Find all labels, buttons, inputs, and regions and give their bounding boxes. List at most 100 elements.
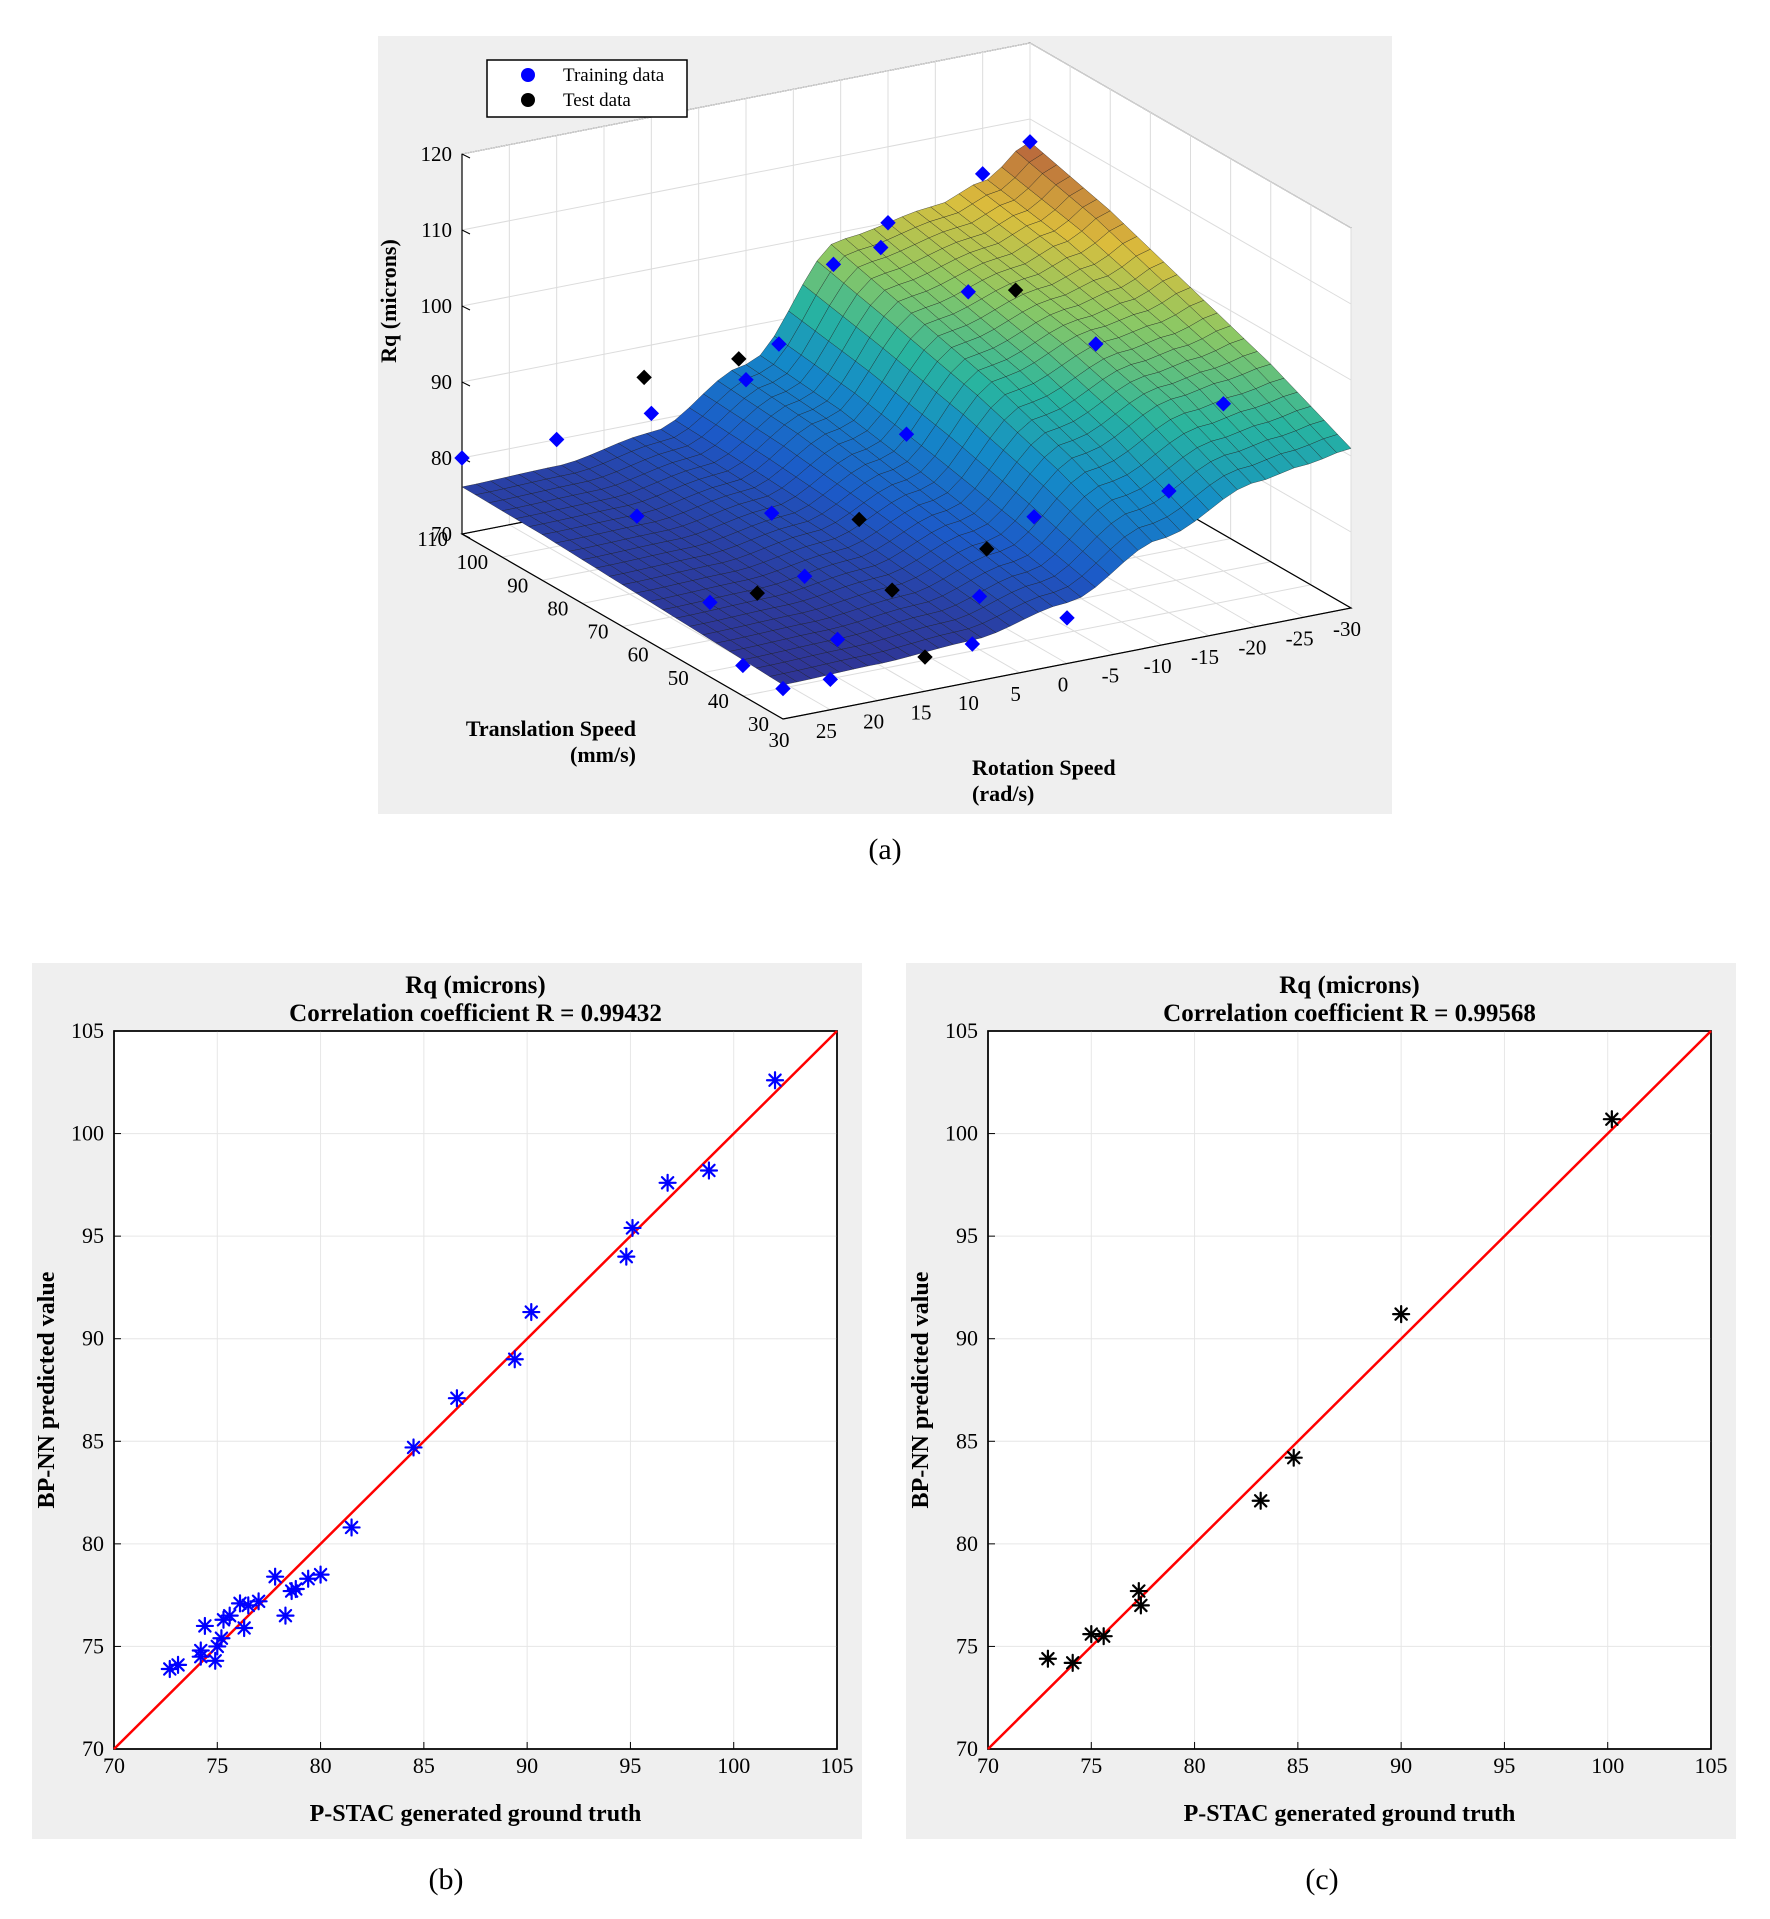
training-point bbox=[964, 636, 981, 652]
training-point bbox=[829, 631, 846, 648]
z-gridline bbox=[461, 118, 1352, 305]
training-point bbox=[629, 508, 645, 524]
training-point bbox=[454, 450, 470, 466]
z-tick-mark bbox=[461, 229, 471, 235]
test-point bbox=[731, 351, 747, 367]
x-tick-label: 100 bbox=[717, 1753, 750, 1778]
z-tick-label: 100 bbox=[421, 294, 453, 318]
data-point bbox=[1392, 1304, 1411, 1324]
z-tick-label: 70 bbox=[431, 522, 452, 546]
training-point bbox=[643, 405, 660, 422]
data-point bbox=[522, 1302, 541, 1322]
data-point bbox=[276, 1606, 295, 1625]
y-tick-label: 105 bbox=[71, 1018, 104, 1043]
z-tick-mark bbox=[461, 533, 471, 539]
x-tick-label: 80 bbox=[310, 1753, 332, 1778]
data-point bbox=[1602, 1110, 1621, 1129]
x-tick-label: -20 bbox=[1238, 636, 1266, 660]
training-point bbox=[825, 256, 842, 273]
plot-border bbox=[987, 1030, 1712, 1750]
x-axis-label: P-STAC generated ground truth bbox=[310, 1801, 642, 1827]
data-point bbox=[168, 1655, 188, 1674]
y-axis-label: BP-NN predicted value bbox=[34, 1271, 60, 1508]
surface-mesh bbox=[461, 141, 1352, 685]
chart-title-line-1: Rq (microns) bbox=[405, 972, 546, 999]
z-tick-label: 120 bbox=[421, 142, 453, 166]
caption-c: (c) bbox=[1305, 1863, 1339, 1896]
y-tick-label: 70 bbox=[588, 620, 609, 644]
legend-test-label: Test data bbox=[563, 90, 631, 111]
test-point bbox=[851, 511, 867, 528]
data-point bbox=[617, 1247, 636, 1266]
y-tick-label: 110 bbox=[417, 527, 448, 551]
training-point bbox=[775, 680, 791, 697]
x-tick-label: 90 bbox=[1390, 1753, 1412, 1778]
z-axis-label: Rq (microns) bbox=[376, 239, 401, 363]
y-tick-label: 90 bbox=[507, 573, 528, 597]
data-point bbox=[623, 1218, 642, 1238]
x-tick-label: 75 bbox=[1080, 1753, 1102, 1778]
y-tick-label: 105 bbox=[945, 1018, 978, 1043]
legend-box bbox=[486, 59, 688, 118]
training-point bbox=[1161, 483, 1177, 499]
x-tick-label: -25 bbox=[1286, 626, 1314, 650]
training-point bbox=[738, 371, 754, 388]
data-point bbox=[235, 1618, 254, 1638]
data-point bbox=[1284, 1448, 1303, 1467]
x-tick-label: 100 bbox=[1591, 1753, 1624, 1778]
x-tick-label: -15 bbox=[1191, 645, 1219, 669]
data-point bbox=[699, 1161, 719, 1180]
y-tick-label: 95 bbox=[82, 1223, 104, 1248]
x-tick-label: 25 bbox=[816, 719, 837, 743]
caption-b: (b) bbox=[428, 1863, 464, 1896]
legend-training-marker bbox=[521, 68, 535, 82]
data-point bbox=[212, 1629, 231, 1648]
z-tick-mark bbox=[461, 381, 471, 387]
data-point bbox=[1094, 1627, 1113, 1646]
y-tick-label: 30 bbox=[748, 712, 769, 736]
data-point bbox=[311, 1565, 330, 1584]
legend: Training data Test data bbox=[486, 59, 688, 118]
y-tick-label: 85 bbox=[82, 1428, 104, 1453]
training-point bbox=[880, 215, 896, 231]
x-tick-label: -10 bbox=[1144, 654, 1172, 678]
x-tick-label: 95 bbox=[619, 1753, 641, 1778]
x-tick-label: 5 bbox=[1010, 682, 1021, 706]
data-point bbox=[206, 1651, 225, 1670]
data-point bbox=[1082, 1625, 1101, 1644]
training-point bbox=[1026, 509, 1042, 525]
training-point bbox=[1022, 134, 1038, 150]
y-tick-label: 50 bbox=[668, 666, 689, 690]
data-point bbox=[447, 1389, 467, 1408]
training-point bbox=[796, 568, 813, 584]
fit-line bbox=[113, 1030, 838, 1750]
training-point bbox=[898, 426, 915, 442]
x-tick-label: 80 bbox=[1184, 1753, 1206, 1778]
chart-title-line-2: Correlation coefficient R = 0.99432 bbox=[289, 1000, 662, 1027]
test-point bbox=[884, 582, 900, 598]
y-tick-label: 90 bbox=[956, 1326, 978, 1351]
training-point bbox=[771, 336, 787, 352]
z-tick-mark bbox=[461, 153, 471, 159]
x-tick-label: 105 bbox=[821, 1753, 854, 1778]
y-tick-label: 75 bbox=[82, 1633, 104, 1658]
data-point bbox=[286, 1579, 305, 1599]
y-tick-label: 60 bbox=[628, 643, 649, 667]
data-point bbox=[220, 1606, 239, 1625]
training-point bbox=[971, 588, 988, 605]
data-point bbox=[249, 1592, 268, 1611]
data-point bbox=[1251, 1491, 1270, 1510]
y-tick-label: 95 bbox=[956, 1223, 978, 1248]
chart-c-test-scatter: 70 75 80 85 90 95 100 105 70 75 80 85 90 95 100 105 Rq (… bbox=[908, 972, 1728, 1827]
training-point bbox=[1088, 336, 1104, 352]
y-tick-label: 40 bbox=[708, 689, 729, 713]
training-point bbox=[873, 239, 889, 256]
training-point bbox=[1059, 610, 1075, 626]
y-axis-label-line-2: (mm/s) bbox=[570, 742, 636, 767]
x-tick-label: 105 bbox=[1695, 1753, 1728, 1778]
test-point bbox=[636, 369, 652, 386]
y-tick-label: 70 bbox=[82, 1736, 104, 1761]
y-axis-label-line-1: Translation Speed bbox=[466, 716, 636, 741]
z-tick-mark bbox=[461, 305, 471, 311]
data-point bbox=[1131, 1596, 1150, 1615]
